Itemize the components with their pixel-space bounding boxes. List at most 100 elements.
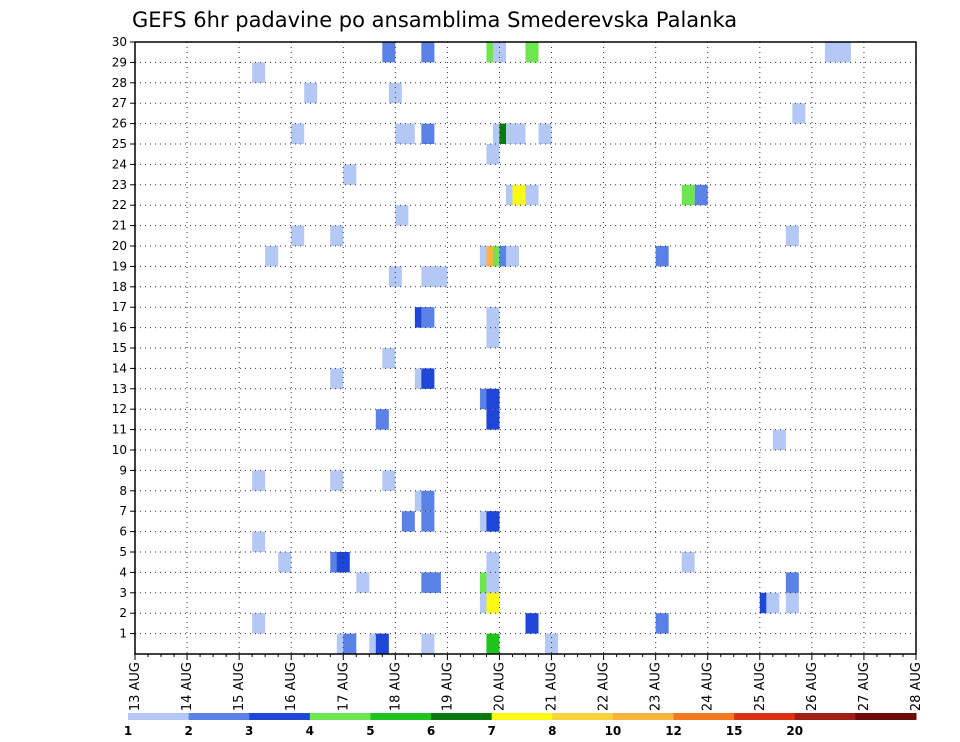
- y-tick-label: 26: [112, 117, 127, 131]
- legend-layer: 1 2 3 4 5 6 7 8 10 12 15 20: [124, 713, 917, 738]
- precip-cell: [785, 572, 799, 593]
- precip-cell: [538, 123, 552, 144]
- legend-swatch: [309, 713, 371, 720]
- x-tick-label: 18 AUG: [388, 662, 403, 711]
- precip-cell: [785, 592, 799, 614]
- precip-cell: [421, 123, 435, 144]
- precip-cell: [837, 42, 851, 63]
- legend-swatch: [188, 713, 250, 720]
- y-tick-label: 8: [119, 484, 127, 498]
- y-tick-label: 21: [112, 219, 127, 233]
- y-tick-label: 18: [112, 280, 127, 294]
- legend-swatch: [128, 713, 190, 720]
- legend-label: 15: [726, 724, 743, 738]
- x-tick-label: 26 AUG: [805, 662, 820, 711]
- legend-swatch: [431, 713, 493, 720]
- precip-cell: [824, 42, 838, 63]
- precip-cell: [343, 164, 357, 185]
- x-tick-label: 23 AUG: [649, 662, 664, 711]
- precip-cell: [421, 633, 435, 654]
- y-tick-label: 19: [112, 259, 127, 273]
- x-tick-label: 14 AUG: [180, 662, 195, 711]
- legend-label: 2: [184, 724, 192, 738]
- precip-cell: [486, 633, 500, 654]
- precip-cell: [545, 633, 559, 654]
- y-tick-label: 29: [112, 55, 127, 69]
- precip-cell: [421, 490, 435, 512]
- grid-layer: [135, 41, 916, 654]
- precip-cell: [427, 572, 441, 593]
- x-tick-label: 22 AUG: [597, 662, 612, 711]
- precip-cell: [525, 42, 539, 63]
- cells-layer: [252, 42, 851, 654]
- y-tick-label: 12: [112, 402, 127, 416]
- chart-title: GEFS 6hr padavine po ansamblima Smederev…: [132, 8, 737, 32]
- legend-label: 1: [124, 724, 132, 738]
- y-tick-label: 13: [112, 382, 127, 396]
- precip-cell: [330, 470, 344, 491]
- y-tick-label: 30: [112, 35, 127, 49]
- precip-cell: [330, 368, 344, 389]
- precip-cell: [434, 266, 448, 287]
- precip-cell: [265, 246, 279, 267]
- legend-label: 4: [306, 724, 314, 738]
- precip-cell: [291, 123, 305, 144]
- precip-cell: [382, 42, 396, 63]
- y-tick-label: 3: [119, 586, 127, 600]
- precip-cell: [486, 511, 500, 532]
- y-tick-label: 5: [119, 545, 127, 559]
- precip-cell: [401, 511, 415, 532]
- x-tick-label: 20 AUG: [492, 662, 507, 711]
- precip-cell: [421, 511, 435, 532]
- legend-label: 7: [488, 724, 496, 738]
- precip-cell: [278, 552, 292, 573]
- precip-cell: [486, 327, 500, 348]
- precip-cell: [655, 613, 669, 634]
- legend-label: 6: [427, 724, 435, 738]
- precip-cell: [388, 266, 402, 287]
- precip-cell: [421, 368, 435, 389]
- precip-cell: [512, 184, 526, 206]
- precip-cell: [486, 592, 500, 614]
- legend-swatch: [612, 713, 675, 720]
- legend-swatch: [370, 713, 432, 720]
- precip-cell: [395, 205, 409, 226]
- y-tick-label: 22: [112, 198, 127, 212]
- precip-cell: [766, 592, 780, 614]
- legend-swatch: [552, 713, 614, 720]
- legend-label: 3: [245, 724, 253, 738]
- x-tick-label: 28 AUG: [909, 662, 924, 711]
- x-tick-label: 19 AUG: [440, 662, 455, 711]
- precip-cell: [343, 633, 357, 654]
- y-tick-label: 1: [119, 627, 127, 641]
- precip-cell: [655, 246, 669, 267]
- legend-swatch: [794, 713, 856, 720]
- precip-cell: [681, 552, 695, 573]
- y-tick-label: 25: [112, 137, 127, 151]
- x-tick-label: 24 AUG: [701, 662, 716, 711]
- precip-cell: [681, 184, 695, 206]
- precip-cell: [512, 123, 526, 144]
- y-tick-label: 15: [112, 341, 127, 355]
- x-tick-label: 27 AUG: [857, 662, 872, 711]
- precip-cell: [505, 246, 519, 267]
- precip-cell: [382, 470, 396, 491]
- x-tick-label: 15 AUG: [232, 662, 247, 711]
- precip-cell: [486, 144, 500, 165]
- legend-label: 8: [548, 724, 556, 738]
- y-tick-label: 11: [112, 423, 127, 437]
- y-tick-label: 20: [112, 239, 127, 253]
- y-tick-label: 6: [119, 525, 127, 539]
- legend-label: 20: [786, 724, 803, 738]
- precip-cell: [375, 409, 389, 430]
- y-tick-label: 28: [112, 76, 127, 90]
- precip-cell: [421, 307, 435, 328]
- legend-label: 10: [605, 724, 622, 738]
- precip-cell: [401, 123, 415, 144]
- precip-cell: [252, 531, 266, 552]
- y-tick-label: 4: [119, 565, 127, 579]
- legend-swatch: [855, 713, 917, 720]
- precip-cell: [772, 429, 786, 450]
- precip-cell: [252, 470, 266, 491]
- y-tick-label: 14: [112, 361, 127, 375]
